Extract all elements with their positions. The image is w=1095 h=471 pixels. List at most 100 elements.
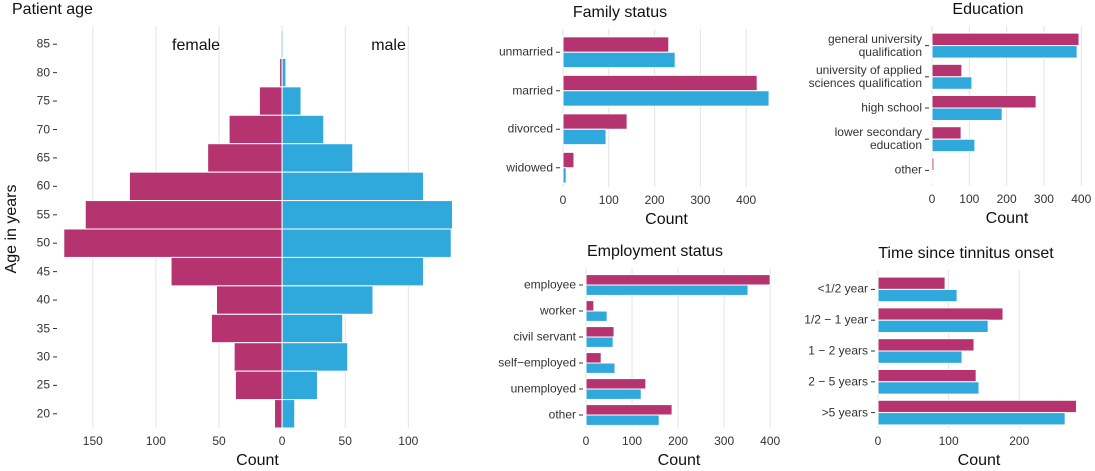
chart-title: Employment status bbox=[587, 243, 723, 260]
x-tick-label: 100 bbox=[599, 193, 619, 207]
bar bbox=[931, 95, 1037, 109]
y-tick-label: self−employed bbox=[498, 355, 576, 370]
x-tick-label: 400 bbox=[1071, 192, 1091, 206]
y-tick-label: <1/2 year bbox=[817, 281, 868, 296]
x-tick-label: 200 bbox=[645, 193, 665, 207]
x-tick-label: 300 bbox=[714, 434, 734, 448]
y-tick-label: 65 bbox=[36, 150, 50, 165]
bar bbox=[281, 342, 349, 372]
bar bbox=[258, 86, 283, 116]
x-axis-label: Count bbox=[986, 210, 1029, 227]
bar bbox=[931, 138, 976, 153]
y-tick-label: 25 bbox=[36, 377, 50, 392]
y-tick-label: 70 bbox=[36, 121, 50, 136]
bar bbox=[281, 171, 424, 202]
y-tick-label: unemployed bbox=[510, 381, 576, 396]
bar bbox=[585, 352, 602, 364]
y-tick-label: 1/2 − 1 year bbox=[804, 312, 868, 327]
y-tick-label: 45 bbox=[36, 264, 50, 279]
x-tick-label: 50 bbox=[339, 434, 353, 448]
bar bbox=[585, 284, 749, 296]
bar bbox=[128, 171, 283, 202]
y-tick-label: unmarried bbox=[498, 44, 553, 59]
bar bbox=[931, 157, 935, 171]
bar bbox=[233, 342, 283, 372]
y-tick-label: >5 years bbox=[821, 405, 868, 419]
bar bbox=[562, 36, 670, 53]
y-tick-label: worker bbox=[539, 303, 576, 318]
x-axis-label: Count bbox=[658, 452, 701, 469]
bar bbox=[585, 362, 616, 374]
bar bbox=[877, 399, 1077, 414]
bar bbox=[585, 388, 642, 400]
bar bbox=[281, 114, 325, 145]
x-tick-label: 0 bbox=[279, 434, 286, 448]
bar bbox=[877, 288, 958, 303]
bar bbox=[281, 143, 354, 173]
x-tick-label: 0 bbox=[875, 434, 882, 448]
bar bbox=[562, 167, 567, 184]
bar bbox=[281, 370, 318, 401]
x-axis-label: Count bbox=[236, 452, 279, 469]
x-tick-label: 0 bbox=[560, 193, 567, 207]
bar bbox=[877, 368, 977, 383]
bar bbox=[585, 326, 615, 338]
x-tick-label: 0 bbox=[583, 434, 590, 448]
y-tick-label: 60 bbox=[36, 178, 50, 193]
bar bbox=[281, 57, 287, 88]
bar bbox=[877, 319, 989, 334]
x-tick-label: 200 bbox=[668, 434, 688, 448]
y-tick-label: divorced bbox=[507, 121, 553, 136]
x-tick-label: 400 bbox=[736, 193, 756, 207]
y-tick-label: 35 bbox=[36, 320, 50, 335]
bar bbox=[210, 313, 283, 344]
x-tick-label: 0 bbox=[929, 192, 936, 206]
bar bbox=[281, 399, 296, 429]
x-tick-label: 100 bbox=[398, 434, 418, 448]
bar bbox=[931, 76, 973, 90]
bar bbox=[877, 338, 975, 352]
series-label: male bbox=[371, 37, 406, 54]
bar bbox=[234, 370, 283, 401]
bar bbox=[585, 414, 660, 426]
y-tick-label: widowed bbox=[506, 160, 553, 175]
x-tick-label: 100 bbox=[622, 434, 642, 448]
bar bbox=[877, 276, 946, 290]
bar bbox=[931, 32, 1080, 47]
x-tick-label: 200 bbox=[997, 192, 1017, 206]
x-tick-label: 300 bbox=[1034, 192, 1054, 206]
bar bbox=[877, 350, 963, 364]
bar bbox=[585, 378, 647, 390]
bar bbox=[170, 256, 283, 287]
y-tick-label: other bbox=[548, 407, 576, 422]
bar bbox=[877, 307, 1004, 321]
bar bbox=[281, 256, 424, 287]
bar bbox=[877, 381, 980, 395]
x-tick-label: 400 bbox=[760, 434, 780, 448]
x-tick-label: 150 bbox=[83, 434, 103, 448]
x-tick-label: 100 bbox=[939, 434, 959, 448]
y-tick-label: university of applied sciences qualifica… bbox=[808, 62, 922, 90]
bar bbox=[931, 45, 1078, 59]
y-tick-label: employee bbox=[523, 277, 576, 292]
bar bbox=[281, 29, 284, 59]
x-tick-label: 100 bbox=[146, 434, 166, 448]
y-tick-label: other bbox=[894, 162, 922, 177]
series-label: female bbox=[172, 37, 220, 54]
bar bbox=[585, 274, 771, 286]
y-tick-label: civil servant bbox=[513, 329, 576, 344]
bar bbox=[562, 128, 607, 146]
chart-title: Time since tinnitus onset bbox=[878, 245, 1054, 262]
bar bbox=[207, 143, 283, 173]
x-tick-label: 100 bbox=[959, 192, 979, 206]
x-axis-label: Count bbox=[645, 211, 688, 228]
bar bbox=[585, 336, 614, 348]
bar bbox=[585, 310, 608, 322]
x-tick-label: 200 bbox=[1009, 434, 1029, 448]
y-tick-label: 85 bbox=[36, 36, 50, 51]
y-tick-label: 50 bbox=[36, 235, 50, 250]
bar bbox=[215, 285, 283, 315]
y-tick-label: 1 − 2 years bbox=[808, 343, 868, 358]
